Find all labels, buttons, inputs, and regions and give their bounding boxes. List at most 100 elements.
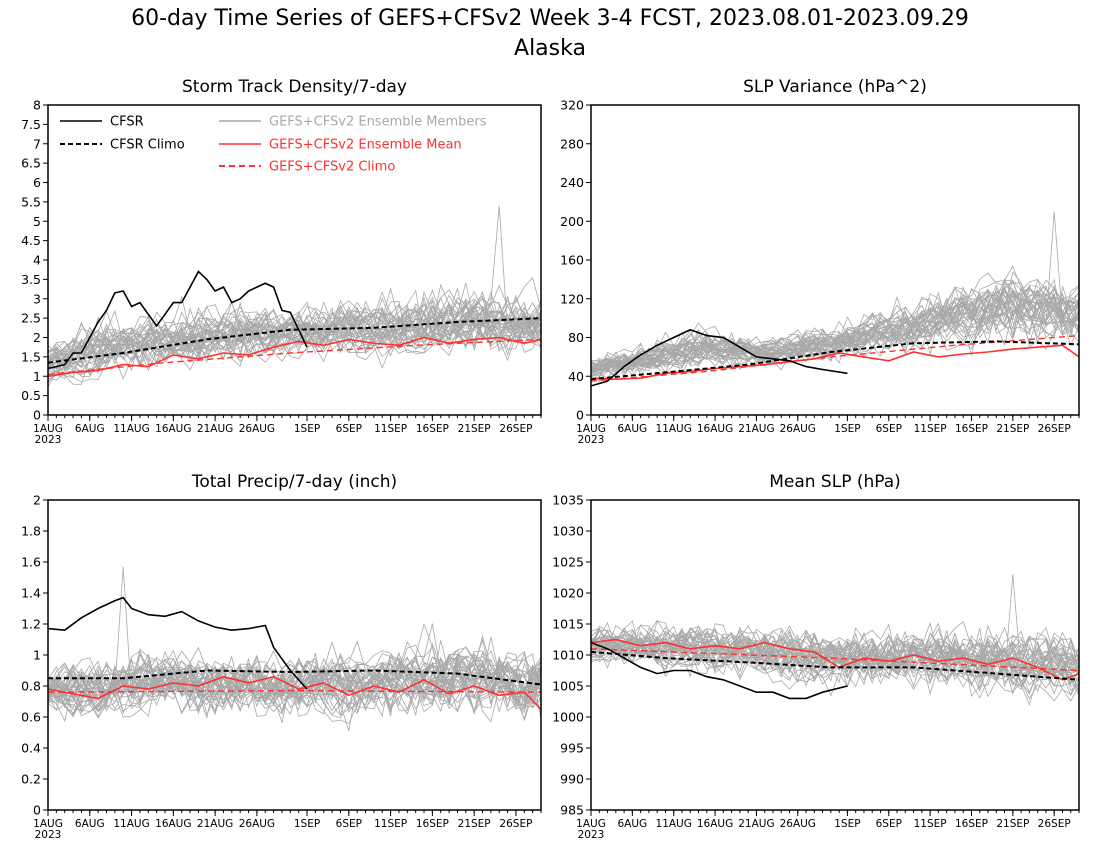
y-tick-label: 0.5 (21, 388, 41, 403)
gefs-climo-line (48, 338, 541, 375)
ensemble-member-line (591, 634, 1079, 683)
x-tick-label: 11SEP (374, 818, 407, 830)
y-tick-label: 6.5 (21, 156, 41, 171)
y-tick-label: 985 (560, 803, 584, 818)
x-tick-label: 16SEP (955, 423, 988, 435)
ensemble-member-line (48, 658, 541, 717)
y-tick-label: 4.5 (21, 233, 41, 248)
y-tick-label: 0 (576, 408, 584, 423)
legend-members-label: GEFS+CFSv2 Ensemble Members (269, 115, 487, 130)
chart-title: Mean SLP (hPa) (769, 472, 901, 492)
y-tick-label: 1005 (552, 679, 584, 694)
x-tick-label: 26SEP (1038, 423, 1071, 435)
x-tick-label: 26SEP (499, 818, 532, 830)
x-tick-label: 6AUG (618, 423, 648, 435)
x-tick-label: 11AUG (656, 818, 692, 830)
x-tick-label: 6SEP (336, 818, 362, 830)
y-tick-label: 2 (33, 493, 41, 508)
x-tick-label: 21AUG (197, 423, 233, 435)
y-tick-label: 0.2 (21, 772, 41, 787)
chart-panel-2: SLP Variance (hPa^2) 0 40 80 120 160 200 240 280… (560, 77, 1080, 446)
y-tick-label: 40 (568, 369, 584, 384)
y-tick-label: 1.2 (21, 617, 41, 632)
x-tick-label: 6SEP (876, 818, 902, 830)
x-tick-label: 6AUG (618, 818, 648, 830)
legend-cfsr-label: CFSR (110, 115, 144, 130)
x-tick-label: 26SEP (1038, 818, 1071, 830)
ensemble-member-line (591, 287, 1079, 370)
ensemble-members (591, 574, 1079, 706)
y-tick-label: 1000 (552, 710, 584, 725)
cfsr-line (591, 328, 848, 387)
ensemble-member-line (48, 300, 541, 374)
x-tick-label: 26AUG (780, 818, 816, 830)
y-tick-label: 1 (33, 648, 41, 663)
y-tick-label: 0.6 (21, 710, 41, 725)
y-tick-label: 1025 (552, 555, 584, 570)
ensemble-members (591, 211, 1079, 382)
y-tick-label: 2 (33, 330, 41, 345)
x-tick-label: 11SEP (914, 818, 947, 830)
ensemble-member-line (591, 288, 1079, 369)
x-tick-label: 11AUG (113, 818, 149, 830)
y-tick-label: 120 (560, 291, 584, 306)
ensemble-member-line (591, 626, 1079, 686)
plot-area (591, 574, 1079, 706)
ensemble-member-line (591, 287, 1079, 375)
legend-cfsr-climo-label: CFSR Climo (110, 138, 185, 153)
ensemble-member-line (591, 296, 1079, 374)
y-tick-label: 2.5 (21, 311, 41, 326)
plot-area (48, 566, 541, 731)
gefs-climo-line (591, 334, 1079, 382)
figure-title: 60-day Time Series of GEFS+CFSv2 Week 3-… (131, 6, 969, 31)
cfsr-climo-line (48, 669, 541, 686)
ensemble-mean-line (48, 675, 541, 710)
y-tick-label: 1.6 (21, 555, 41, 570)
cfsr-line (591, 641, 848, 700)
ensemble-member-line (591, 632, 1079, 698)
x-tick-label: 26AUG (239, 423, 275, 435)
x-tick-label: 16AUG (155, 423, 191, 435)
ensemble-member-line (48, 652, 541, 723)
x-tick-label: 1AUG (33, 818, 63, 830)
x-year-label: 2023 (578, 829, 605, 841)
plot-area (48, 205, 541, 388)
x-tick-label: 21SEP (458, 818, 491, 830)
y-tick-label: 1030 (552, 524, 584, 539)
x-tick-label: 1SEP (834, 423, 860, 435)
x-tick-label: 11SEP (914, 423, 947, 435)
y-tick-label: 1.5 (21, 349, 41, 364)
y-tick-label: 5.5 (21, 194, 41, 209)
x-year-label: 2023 (578, 434, 605, 446)
legend: CFSR CFSR Climo GEFS+CFSv2 Ensemble Member… (60, 115, 487, 175)
x-tick-label: 26AUG (239, 818, 275, 830)
y-tick-label: 1.8 (21, 524, 41, 539)
x-tick-label: 26SEP (499, 423, 532, 435)
y-tick-label: 0 (33, 408, 41, 423)
y-tick-label: 3 (33, 291, 41, 306)
y-tick-label: 995 (560, 741, 584, 756)
y-tick-label: 5 (33, 214, 41, 229)
ensemble-member-line (591, 624, 1079, 693)
cfsr-climo-line (591, 650, 1079, 681)
ensemble-member-line (48, 654, 541, 718)
y-tick-label: 0.8 (21, 679, 41, 694)
chart-title: Total Precip/7-day (inch) (191, 472, 397, 492)
y-tick-label: 1 (33, 369, 41, 384)
y-tick-label: 200 (560, 214, 584, 229)
chart-title: Storm Track Density/7-day (182, 77, 407, 97)
cfsr-climo-line (48, 317, 541, 364)
plot-frame (590, 104, 1080, 416)
x-tick-label: 1AUG (33, 423, 63, 435)
y-tick-label: 160 (560, 253, 584, 268)
ensemble-mean-line (48, 336, 541, 378)
x-tick-label: 21SEP (458, 423, 491, 435)
x-tick-label: 6AUG (75, 818, 105, 830)
x-tick-label: 1SEP (834, 818, 860, 830)
x-tick-label: 6AUG (75, 423, 105, 435)
x-tick-label: 6SEP (876, 423, 902, 435)
ensemble-member-line (591, 284, 1079, 371)
plot-area (591, 211, 1079, 387)
x-tick-label: 21SEP (996, 423, 1029, 435)
